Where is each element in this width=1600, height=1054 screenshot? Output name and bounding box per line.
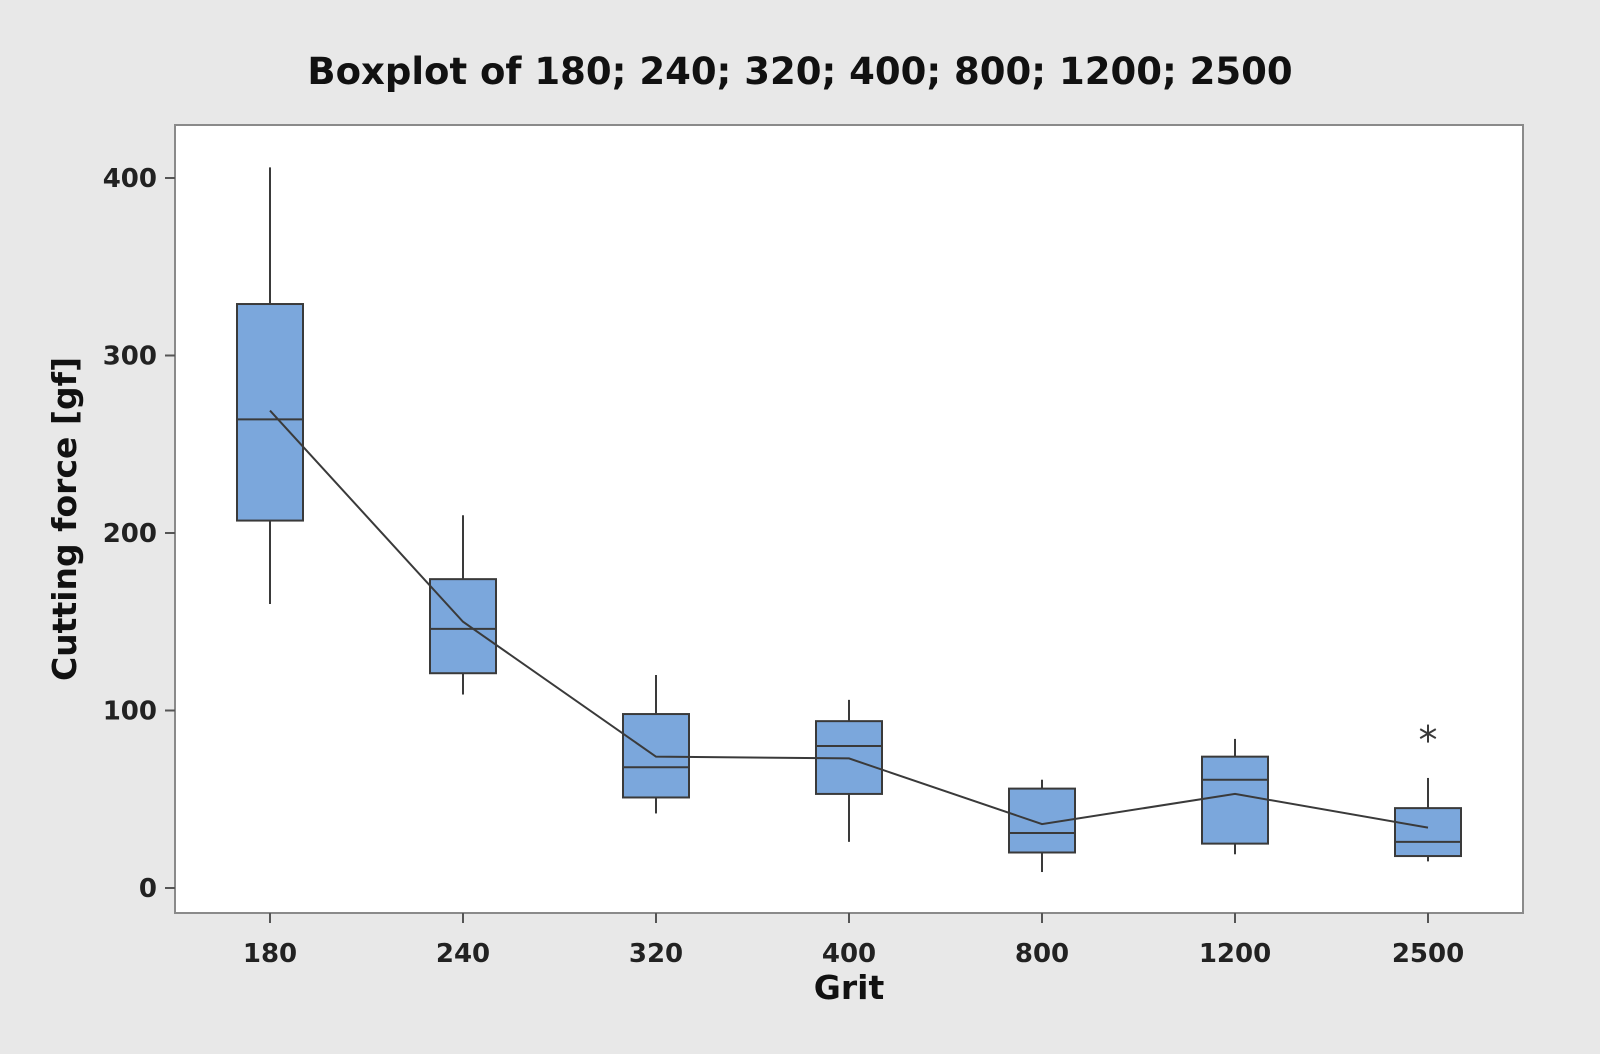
x-axis-label: Grit: [814, 968, 885, 1007]
mean-line-group: [269, 409, 1429, 829]
mean-connect-line: [269, 409, 1429, 829]
y-tick-label: 200: [103, 519, 157, 549]
x-tick-label: 320: [629, 939, 683, 969]
y-axis: 0 100 200 300 400: [103, 164, 175, 904]
x-tick-label: 400: [822, 939, 876, 969]
y-tick-label: 400: [103, 164, 157, 194]
box-240: [429, 515, 497, 695]
box-800: [1008, 779, 1076, 873]
box-iqr: [1394, 807, 1462, 858]
box-1200: [1201, 738, 1269, 855]
outlier-stroke: [1419, 728, 1437, 739]
outliers-group: [1419, 724, 1437, 743]
box-2500: [1394, 777, 1462, 862]
box-iqr: [1201, 755, 1269, 845]
y-tick-label: 100: [103, 697, 157, 727]
chart-title: Boxplot of 180; 240; 320; 400; 800; 1200…: [307, 50, 1292, 93]
y-tick-label: 300: [103, 342, 157, 372]
x-tick-label: 800: [1015, 939, 1069, 969]
outlier-marker: [1419, 724, 1437, 743]
box-180: [236, 167, 304, 604]
y-axis-label: Cutting force [gf]: [45, 357, 84, 681]
x-axis: 180 240 320 400 800 1200 2500: [243, 913, 1464, 969]
x-tick-label: 2500: [1392, 939, 1464, 969]
box-iqr: [429, 578, 497, 675]
y-tick-label: 0: [139, 874, 157, 904]
x-tick-label: 240: [436, 939, 490, 969]
x-tick-label: 1200: [1199, 939, 1271, 969]
box-iqr: [236, 303, 304, 522]
x-tick-label: 180: [243, 939, 297, 969]
